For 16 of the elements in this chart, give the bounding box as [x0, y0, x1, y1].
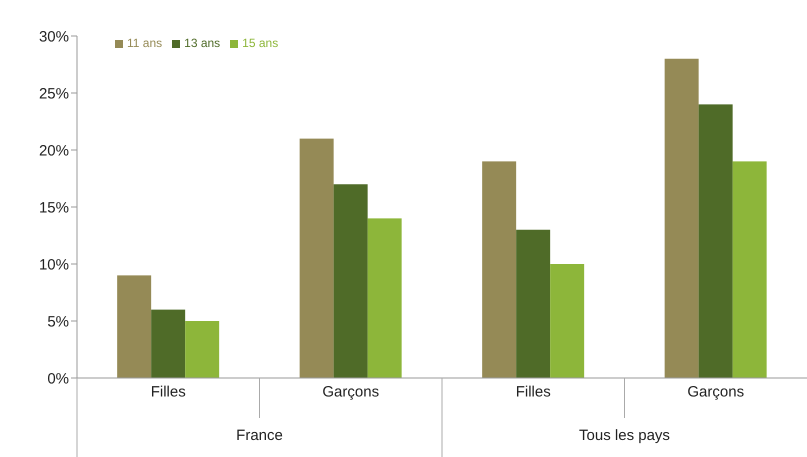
text: France: [236, 427, 283, 444]
y-tick-label: 0%: [47, 370, 69, 388]
legend-label: 15 ans: [242, 36, 278, 50]
y-tick-label: 10%: [38, 256, 69, 274]
y-tick-label: 30%: [38, 28, 69, 46]
x-tick-label: Filles: [516, 384, 551, 401]
y-tick-label: 15%: [38, 199, 69, 216]
y-tick-label: 25%: [38, 85, 69, 102]
legend-label: 11 ans: [127, 36, 162, 50]
y-tick-label: 20%: [38, 142, 69, 160]
x-tick-label: Garçons: [687, 384, 744, 401]
x-tick-label: Garçons: [322, 384, 380, 401]
text: Tous les pays: [579, 427, 670, 444]
x-tick-label: Filles: [150, 384, 186, 401]
y-tick-label: 5%: [47, 313, 69, 330]
legend-label: 13 ans: [184, 36, 220, 50]
